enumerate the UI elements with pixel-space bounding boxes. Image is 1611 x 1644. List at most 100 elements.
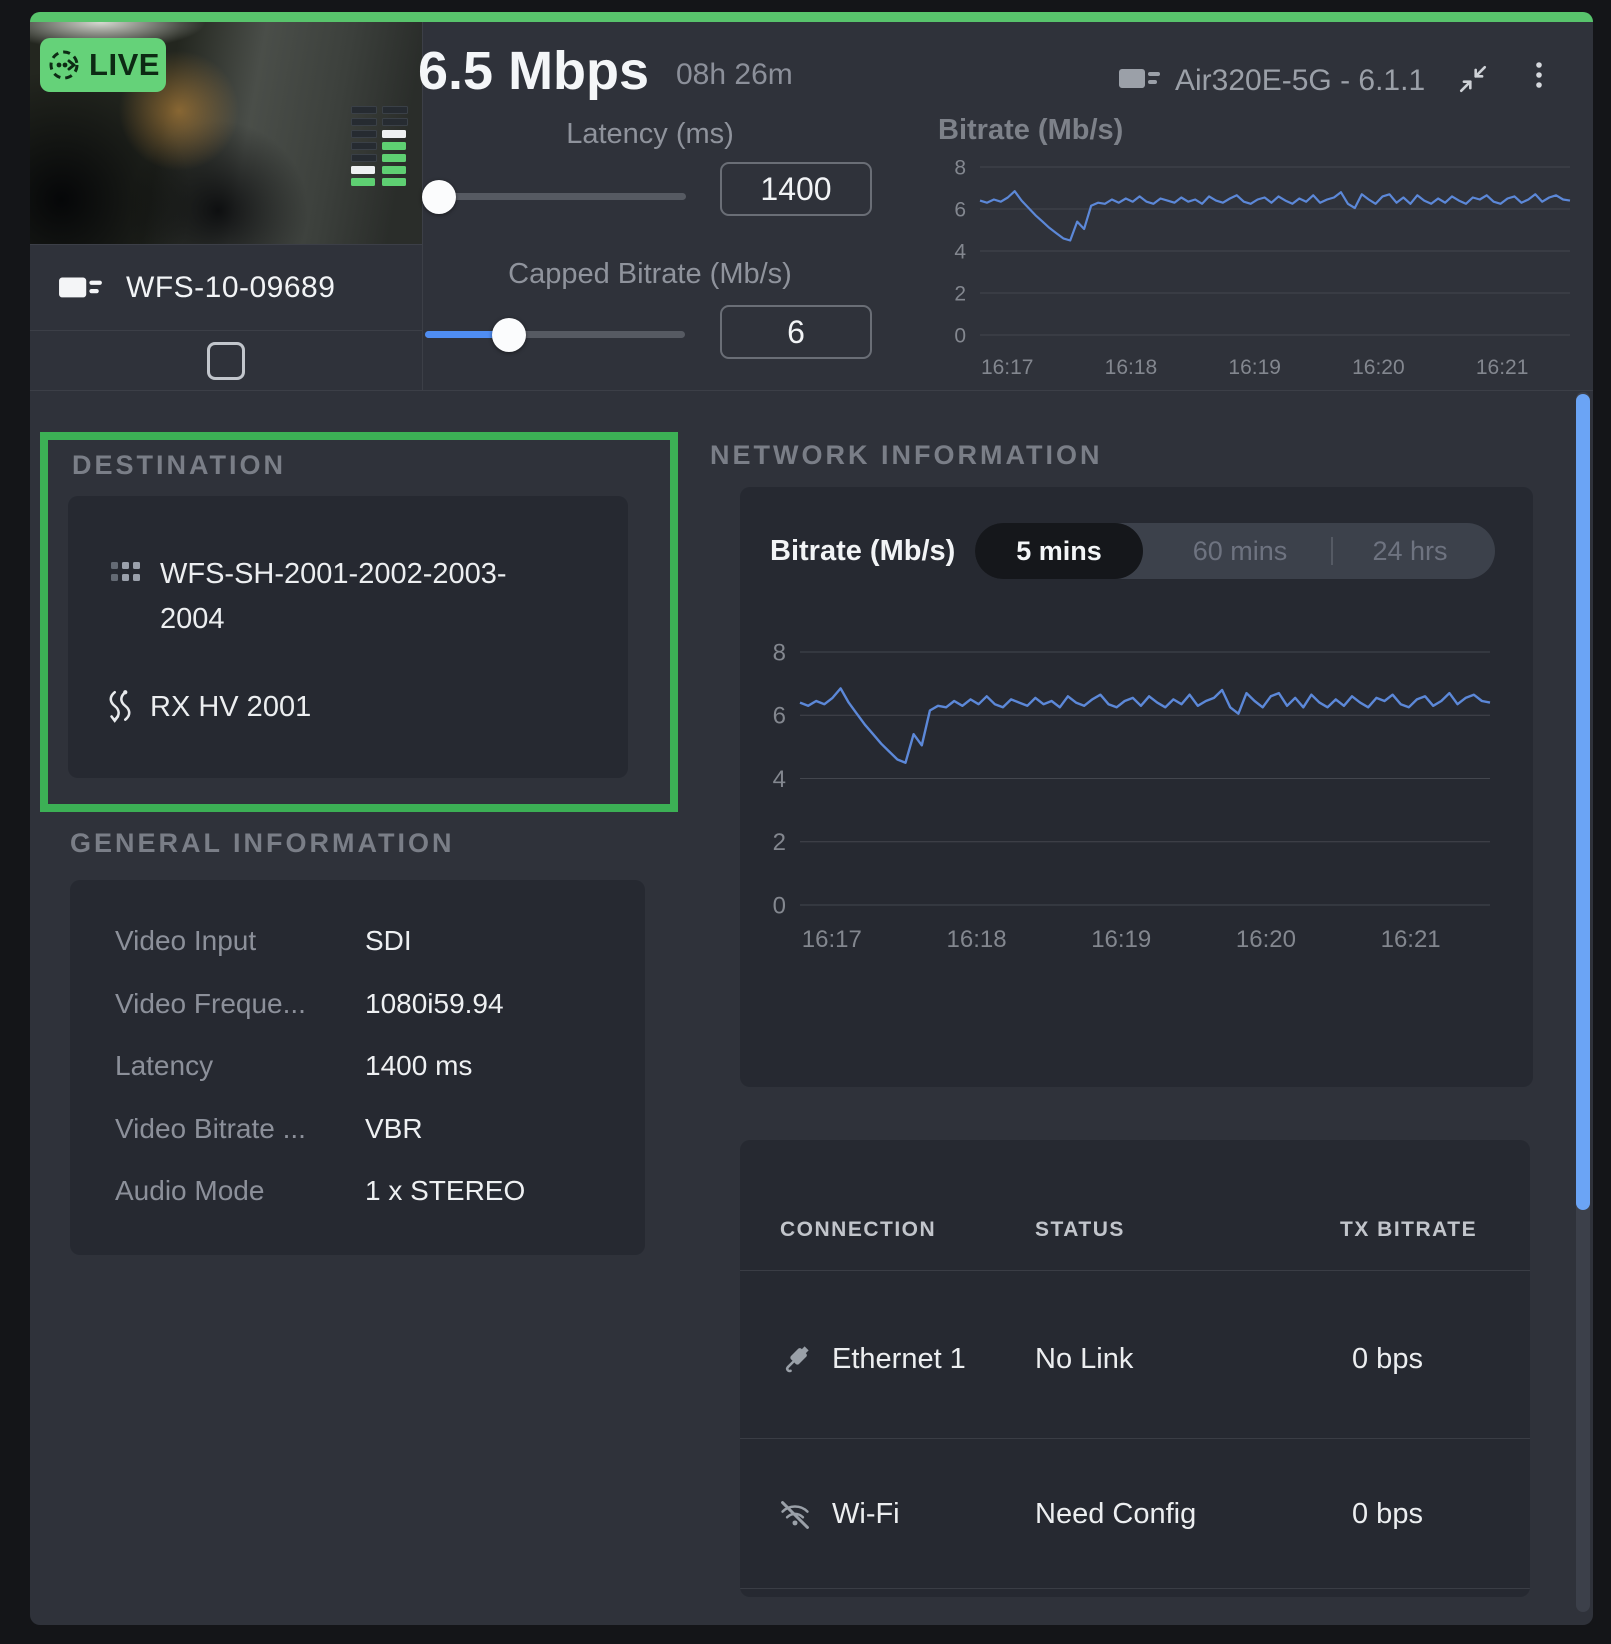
svg-text:16:17: 16:17 xyxy=(802,926,862,953)
destination-card: WFS-SH-2001-2002-2003-2004 RX HV 2001 xyxy=(68,496,628,778)
table-divider xyxy=(740,1438,1530,1439)
signal-bar-dim xyxy=(351,130,377,138)
info-value: VBR xyxy=(365,1113,423,1144)
svg-text:16:19: 16:19 xyxy=(1228,356,1281,379)
device-name: WFS-10-09689 xyxy=(126,270,336,304)
transmitter-icon xyxy=(58,272,104,304)
svg-text:2: 2 xyxy=(773,829,786,856)
device-row[interactable]: WFS-10-09689 xyxy=(30,244,422,330)
live-icon xyxy=(46,47,82,83)
signal-bar-green xyxy=(382,178,406,186)
signal-bar-green xyxy=(382,166,406,174)
latency-input[interactable]: 1400 xyxy=(720,162,872,216)
general-info-card: Video Input SDI Video Freque... 1080i59.… xyxy=(70,880,645,1255)
info-value: 1080i59.94 xyxy=(365,988,504,1019)
destination-section: DESTINATION WFS-SH-2001-2002-2003-20 xyxy=(40,432,678,812)
capped-bitrate-input[interactable]: 6 xyxy=(720,305,872,359)
live-badge-label: LIVE xyxy=(89,47,160,82)
signal-bar-green xyxy=(382,154,406,162)
svg-text:4: 4 xyxy=(773,766,786,793)
network-info-card: Bitrate (Mb/s) 5 mins 60 mins 24 hrs 0 2 4… xyxy=(740,487,1533,1087)
svg-text:16:20: 16:20 xyxy=(1236,926,1296,953)
signal-meter-icon xyxy=(351,106,408,186)
svg-text:0: 0 xyxy=(773,892,786,919)
signal-bar-green xyxy=(382,142,406,150)
current-bitrate-value: 6.5 Mbps xyxy=(418,41,650,101)
signal-bar-dim xyxy=(351,118,377,126)
destination-channel-name: WFS-SH-2001-2002-2003-2004 xyxy=(160,558,507,635)
info-label: Video Freque... xyxy=(115,988,306,1019)
info-label: Video Bitrate ... xyxy=(115,1113,306,1144)
destination-receiver-name: RX HV 2001 xyxy=(150,690,312,723)
col-header-status: STATUS xyxy=(1035,1218,1125,1241)
signal-bar-white xyxy=(351,166,375,174)
connection-status: No Link xyxy=(1035,1343,1134,1375)
mini-bitrate-chart: 0 2 4 6 8 16:17 16:18 16:19 16:20 16:21 xyxy=(954,156,1571,379)
latency-slider-track[interactable] xyxy=(438,193,686,200)
scrollbar-thumb[interactable] xyxy=(1576,394,1590,1210)
svg-text:16:19: 16:19 xyxy=(1091,926,1151,953)
svg-text:16:17: 16:17 xyxy=(981,356,1034,379)
info-row: Video Bitrate ... VBR xyxy=(70,1113,645,1153)
svg-text:0: 0 xyxy=(954,324,966,347)
live-badge: LIVE xyxy=(40,38,166,92)
signal-bar-dim xyxy=(351,142,377,150)
destination-channel-row[interactable]: WFS-SH-2001-2002-2003-2004 xyxy=(110,552,560,642)
connection-name: Ethernet 1 xyxy=(832,1343,966,1375)
info-value: 1400 ms xyxy=(365,1050,473,1081)
info-row: Video Input SDI xyxy=(70,925,645,965)
network-info-title: NETWORK INFORMATION xyxy=(710,440,1103,470)
svg-text:6: 6 xyxy=(954,198,966,221)
svg-text:8: 8 xyxy=(773,639,786,666)
wifi-off-icon xyxy=(778,1498,812,1532)
svg-text:8: 8 xyxy=(954,156,966,179)
select-unit-checkbox[interactable] xyxy=(207,342,245,380)
table-divider xyxy=(740,1588,1530,1589)
table-divider xyxy=(740,1270,1530,1271)
grid-icon xyxy=(110,560,142,642)
info-row: Video Freque... 1080i59.94 xyxy=(70,988,645,1028)
signal-bar-dim xyxy=(382,118,408,126)
capped-bitrate-slider-track[interactable] xyxy=(425,331,685,338)
header-section: LIVE WFS-10-09689 xyxy=(30,22,1593,391)
mini-chart-title: Bitrate (Mb/s) xyxy=(938,114,1124,146)
info-value: SDI xyxy=(365,925,412,956)
svg-text:16:20: 16:20 xyxy=(1352,356,1405,379)
info-row: Audio Mode 1 x STEREO xyxy=(70,1175,645,1215)
signal-bar-dim xyxy=(382,106,408,114)
svg-text:16:18: 16:18 xyxy=(1105,356,1158,379)
tab-60-mins[interactable]: 60 mins xyxy=(1192,535,1288,566)
latency-label: Latency (ms) xyxy=(566,118,734,150)
kebab-menu-icon[interactable] xyxy=(1532,60,1546,98)
destination-receiver-row[interactable]: RX HV 2001 xyxy=(106,688,311,726)
tab-5-mins[interactable]: 5 mins xyxy=(975,523,1143,579)
col-header-tx-bitrate: TX BITRATE xyxy=(1340,1218,1478,1241)
ethernet-icon xyxy=(778,1343,812,1377)
tab-24-hrs[interactable]: 24 hrs xyxy=(1372,535,1448,566)
connection-name: Wi-Fi xyxy=(832,1498,900,1530)
svg-text:2: 2 xyxy=(954,282,966,305)
info-label: Video Input xyxy=(115,925,257,956)
latency-slider-thumb[interactable] xyxy=(422,180,456,214)
col-header-connection: CONNECTION xyxy=(780,1218,937,1241)
collapse-icon[interactable] xyxy=(1458,64,1488,94)
modem-icon xyxy=(1117,64,1163,94)
capped-bitrate-slider-fill xyxy=(425,331,509,338)
signal-bar-dim xyxy=(351,106,377,114)
uptime-value: 08h 26m xyxy=(676,58,793,91)
info-label: Latency xyxy=(115,1050,214,1081)
connection-tx-bitrate: 0 bps xyxy=(1352,1498,1423,1530)
general-info-title: GENERAL INFORMATION xyxy=(70,828,455,858)
signal-bar-white xyxy=(382,130,406,138)
signal-bar-green xyxy=(351,178,375,186)
network-chart-label: Bitrate (Mb/s) xyxy=(770,535,956,567)
capped-bitrate-slider-thumb[interactable] xyxy=(492,318,526,352)
svg-text:16:21: 16:21 xyxy=(1476,356,1529,379)
destination-title: DESTINATION xyxy=(72,450,286,480)
svg-text:16:18: 16:18 xyxy=(947,926,1007,953)
svg-text:16:21: 16:21 xyxy=(1381,926,1441,953)
info-value: 1 x STEREO xyxy=(365,1175,526,1206)
svg-text:4: 4 xyxy=(954,240,966,263)
video-thumbnail[interactable]: LIVE xyxy=(30,22,422,244)
